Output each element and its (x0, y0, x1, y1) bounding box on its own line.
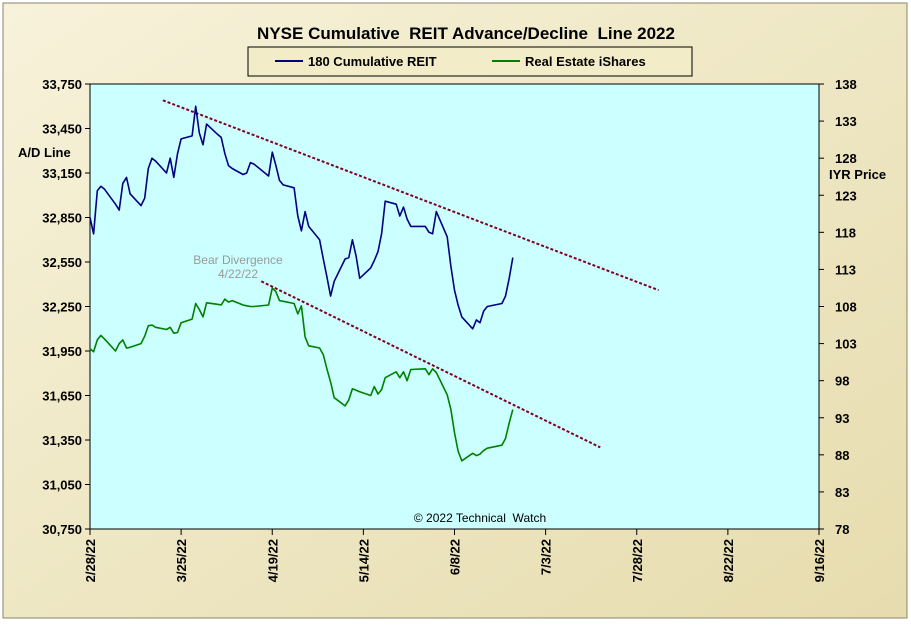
y-right-tick-label: 138 (835, 77, 857, 92)
series-line-iyr-price (89, 287, 514, 462)
legend-box (247, 46, 693, 77)
y-right-tick-label: 88 (835, 448, 849, 463)
y-right-tick-label: 93 (835, 411, 849, 426)
trendline-2 (162, 99, 659, 292)
y-right-tick-label: 113 (835, 262, 856, 277)
y-left-tick-label: 31,950 (42, 344, 82, 359)
y-left-tick-label: 32,250 (42, 300, 82, 315)
y-left-tick-label: 33,450 (42, 122, 82, 137)
y-right-tick-label: 103 (835, 337, 857, 352)
series-lines (89, 105, 514, 462)
y-left-ticks: 30,750 31,050 31,350 31,650 31,950 32,250 32,5… (42, 77, 90, 537)
annotation-line1: Bear Divergence (193, 253, 283, 267)
y-right-tick-label: 133 (835, 114, 857, 129)
x-tick-label: 5/14/22 (356, 539, 371, 582)
y-left-tick-label: 31,050 (42, 478, 82, 493)
annotation-line2: 4/22/22 (218, 267, 258, 281)
y-left-axis-label: A/D Line (18, 145, 71, 160)
trendline-3 (260, 280, 601, 449)
x-tick-label: 9/16/22 (812, 539, 827, 582)
y-left-tick-label: 30,750 (42, 522, 82, 537)
series-line-reit-ad (89, 105, 514, 330)
chart-title: NYSE Cumulative REIT Advance/Decline Lin… (257, 24, 675, 43)
y-left-tick-label: 32,550 (42, 255, 82, 270)
y-right-tick-label: 83 (835, 485, 849, 500)
chart-legend: 180 Cumulative REIT Real Estate iShares (247, 46, 693, 77)
y-left-tick-label: 33,750 (42, 77, 82, 92)
y-right-axis-label: IYR Price (829, 167, 886, 182)
y-right-ticks: 78 83 88 93 98 103 108 113 118 123 128 133 138 (819, 77, 857, 537)
x-ticks: 2/28/22 3/25/22 4/19/22 5/14/22 6/8/22 7/3/22… (83, 529, 827, 582)
y-left-tick-label: 31,350 (42, 433, 82, 448)
y-right-tick-label: 123 (835, 188, 857, 203)
x-tick-label: 7/3/22 (539, 539, 554, 575)
trendlines (162, 99, 659, 449)
legend-label-iyr: Real Estate iShares (525, 54, 646, 69)
legend-label-reit: 180 Cumulative REIT (308, 54, 437, 69)
copyright-note: © 2022 Technical Watch (414, 511, 546, 525)
y-right-tick-label: 128 (835, 151, 857, 166)
y-left-tick-label: 31,650 (42, 389, 82, 404)
y-right-tick-label: 98 (835, 374, 849, 389)
plot-area (89, 83, 820, 530)
x-tick-label: 2/28/22 (83, 539, 98, 582)
x-tick-label: 4/19/22 (265, 539, 280, 582)
y-right-tick-label: 118 (835, 225, 856, 240)
x-tick-label: 8/22/22 (721, 539, 736, 582)
y-right-tick-label: 78 (835, 522, 849, 537)
y-left-tick-label: 33,150 (42, 166, 82, 181)
x-tick-label: 6/8/22 (448, 539, 463, 575)
y-right-tick-label: 108 (835, 300, 857, 315)
y-left-tick-label: 32,850 (42, 211, 82, 226)
x-tick-label: 7/28/22 (630, 539, 645, 582)
x-tick-label: 3/25/22 (174, 539, 189, 582)
